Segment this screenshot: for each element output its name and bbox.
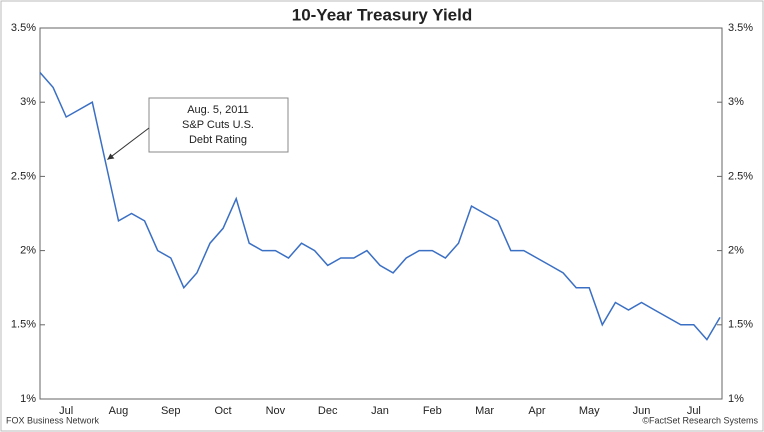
y-tick-label: 3.5%	[11, 22, 36, 34]
chart-title: 10-Year Treasury Yield	[292, 5, 473, 24]
annotation-text: Debt Rating	[189, 134, 247, 146]
arrow-head	[107, 153, 115, 160]
y2-tick-label: 1%	[728, 393, 744, 405]
y-tick-label: 1%	[20, 393, 36, 405]
y2-tick-label: 2.5%	[728, 170, 753, 182]
y2-tick-label: 1.5%	[728, 319, 753, 331]
x-tick-label: Apr	[528, 405, 545, 417]
x-tick-label: Jul	[59, 405, 73, 417]
annotation-text: Aug. 5, 2011	[187, 104, 249, 116]
line	[39, 72, 721, 341]
x-tick-label: Nov	[266, 405, 286, 417]
x-tick-label: Jul	[687, 405, 701, 417]
x-tick-label: Jan	[371, 405, 389, 417]
source-left: FOX Business Network	[6, 415, 100, 425]
annotation-box	[148, 97, 289, 153]
x-tick-label: Oct	[215, 405, 232, 417]
x-tick-label: Feb	[423, 405, 442, 417]
x-tick-label: Mar	[475, 405, 494, 417]
source-right: ©FactSet Research Systems	[642, 415, 758, 425]
y-tick-label: 2%	[20, 245, 36, 257]
x-tick-label: Jun	[633, 405, 651, 417]
x-tick-label: Dec	[318, 405, 338, 417]
y2-tick-label: 2%	[728, 245, 744, 257]
x-tick-label: Sep	[161, 405, 181, 417]
y-tick-label: 3%	[20, 96, 36, 108]
x-tick-label: May	[579, 405, 600, 417]
y2-tick-label: 3%	[728, 96, 744, 108]
y-tick-label: 2.5%	[11, 170, 36, 182]
annotation-text: S&P Cuts U.S.	[182, 119, 254, 131]
annotation-arrow	[107, 127, 150, 160]
y-tick-label: 1.5%	[11, 319, 36, 331]
x-tick-label: Aug	[109, 405, 129, 417]
plot-area	[39, 27, 723, 400]
y2-tick-label: 3.5%	[728, 22, 753, 34]
